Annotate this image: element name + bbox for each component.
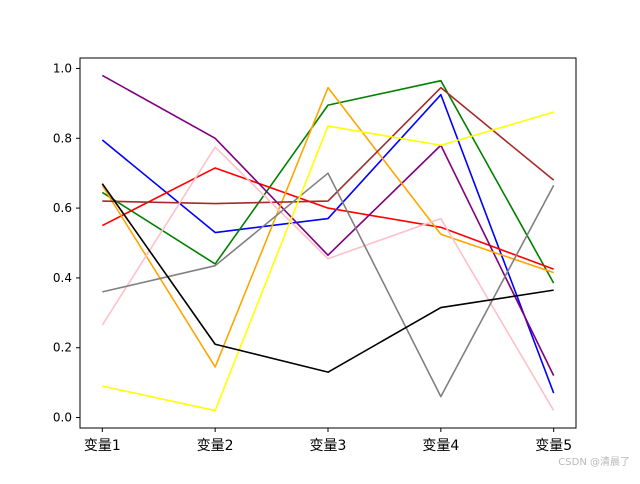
y-tick-label-1: 0.2 <box>53 341 72 355</box>
x-tick-label-0: 变量1 <box>84 438 121 454</box>
y-tick-label-3: 0.6 <box>53 201 72 215</box>
x-tick-label-4: 变量5 <box>535 438 572 454</box>
series-line-6 <box>102 86 555 205</box>
series-line-10 <box>101 183 554 373</box>
series-line-7 <box>101 146 555 411</box>
series-line-3 <box>101 167 554 270</box>
series-line-8 <box>102 172 555 398</box>
x-tick-label-3: 变量4 <box>422 438 459 454</box>
y-tick-label-4: 0.8 <box>53 131 72 145</box>
series-line-2 <box>101 79 555 284</box>
series-line-9 <box>102 111 554 412</box>
y-axis: 0.0 0.2 0.4 0.6 0.8 1.0 <box>53 61 80 425</box>
y-tick-label-5: 1.0 <box>53 61 72 75</box>
series-line-1 <box>101 93 555 394</box>
x-tick-label-2: 变量3 <box>310 438 347 454</box>
series-lines <box>101 74 555 412</box>
y-tick-label-0: 0.0 <box>53 411 72 425</box>
watermark: CSDN @清晨了 <box>558 457 630 468</box>
series-line-4 <box>101 74 555 376</box>
y-tick-label-2: 0.4 <box>53 271 72 285</box>
x-axis: 变量1 变量2 变量3 变量4 变量5 <box>84 428 572 454</box>
series-line-5 <box>101 86 554 368</box>
x-tick-label-1: 变量2 <box>197 438 234 454</box>
